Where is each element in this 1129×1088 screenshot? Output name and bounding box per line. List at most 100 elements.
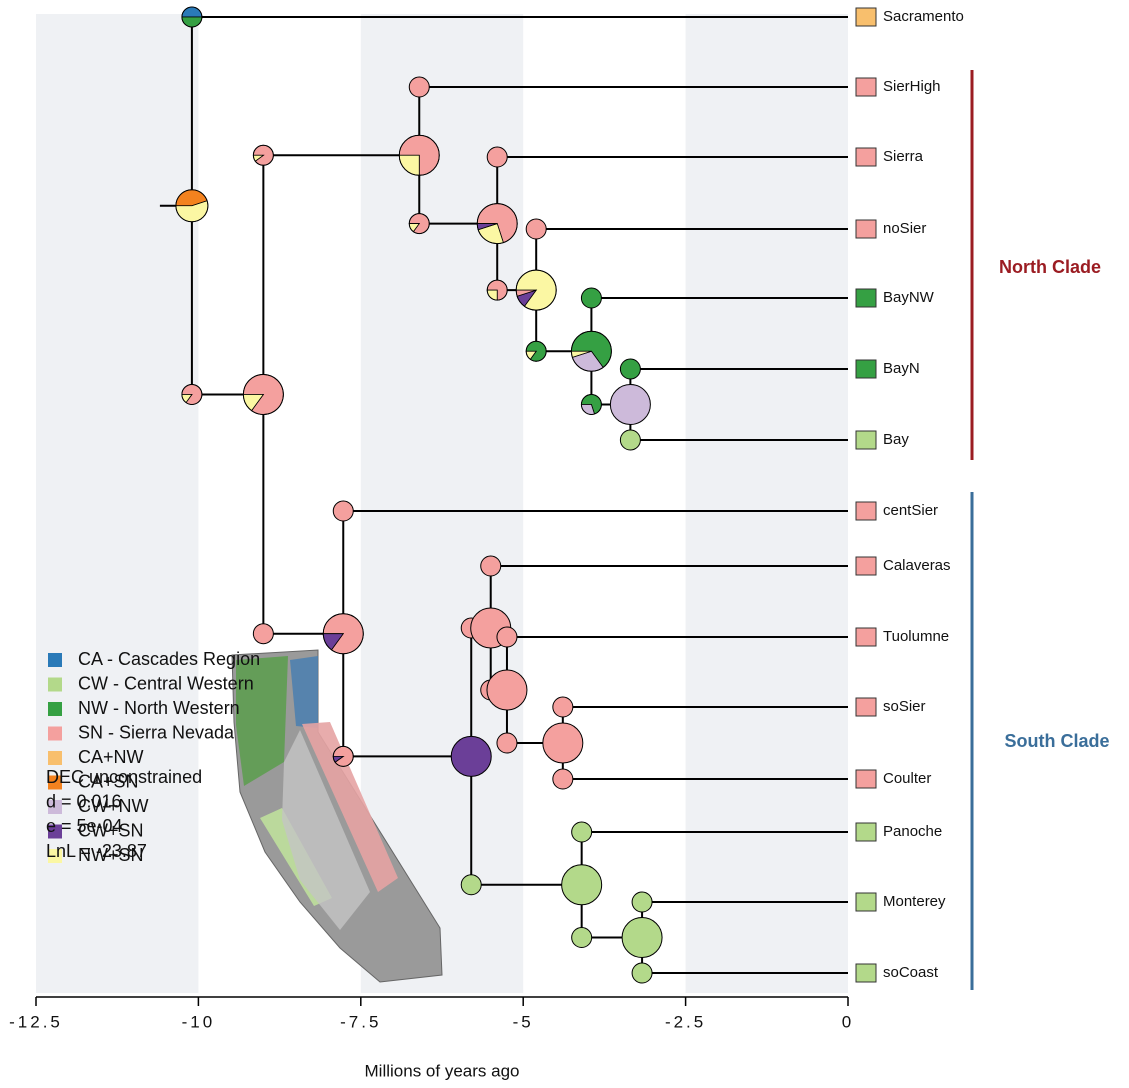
tip-square bbox=[856, 502, 876, 520]
pie bbox=[333, 501, 353, 521]
pie bbox=[572, 928, 592, 948]
pie-slice bbox=[487, 147, 507, 167]
legend-label: NW - North Western bbox=[78, 698, 240, 718]
tip-square bbox=[856, 8, 876, 26]
pie bbox=[399, 135, 439, 175]
tip-square bbox=[856, 360, 876, 378]
pie bbox=[477, 204, 517, 244]
pie-slice bbox=[481, 556, 501, 576]
tip-square bbox=[856, 964, 876, 982]
tip-square bbox=[856, 628, 876, 646]
x-tick-label: -12.5 bbox=[9, 1012, 63, 1031]
pie-slice bbox=[620, 430, 640, 450]
tip-square bbox=[856, 289, 876, 307]
pie bbox=[461, 875, 481, 895]
pie bbox=[620, 359, 640, 379]
pie-slice bbox=[632, 892, 652, 912]
tip-label: soSier bbox=[883, 698, 926, 715]
pie bbox=[487, 670, 527, 710]
pie bbox=[526, 341, 546, 361]
pie-slice bbox=[572, 822, 592, 842]
pie-slice bbox=[543, 723, 583, 763]
pie bbox=[632, 963, 652, 983]
legend-swatch bbox=[48, 751, 62, 765]
pie-slice bbox=[182, 7, 202, 17]
pie bbox=[516, 270, 556, 310]
pie bbox=[487, 280, 507, 300]
pie bbox=[497, 627, 517, 647]
pie-slice bbox=[572, 928, 592, 948]
tip-label: Coulter bbox=[883, 770, 931, 787]
pie-slice bbox=[497, 733, 517, 753]
note: DEC unconstrained bbox=[46, 767, 202, 787]
pie bbox=[610, 385, 650, 425]
background-bands bbox=[36, 14, 848, 993]
tip-square bbox=[856, 893, 876, 911]
band bbox=[686, 14, 848, 993]
tip-label: BayNW bbox=[883, 289, 935, 306]
pie bbox=[497, 733, 517, 753]
pie bbox=[620, 430, 640, 450]
pie bbox=[182, 7, 202, 27]
tip-label: Sacramento bbox=[883, 8, 964, 25]
tip-label: Bay bbox=[883, 431, 909, 448]
pie-slice bbox=[409, 77, 429, 97]
pie bbox=[253, 624, 273, 644]
tip-label: Panoche bbox=[883, 823, 942, 840]
note: d = 0.016 bbox=[46, 791, 122, 811]
tip-label: BayN bbox=[883, 360, 920, 377]
tip-square bbox=[856, 148, 876, 166]
legend-swatch bbox=[48, 727, 62, 741]
legend-label: CA - Cascades Region bbox=[78, 649, 260, 669]
clade-label: South Clade bbox=[1004, 731, 1109, 751]
pie bbox=[572, 822, 592, 842]
tip-square bbox=[856, 770, 876, 788]
tip-label: Tuolumne bbox=[883, 628, 949, 645]
pie bbox=[323, 614, 363, 654]
x-tick-label: -10 bbox=[182, 1012, 216, 1031]
pie-slice bbox=[333, 501, 353, 521]
tip-label: Sierra bbox=[883, 148, 924, 165]
pie-slice bbox=[526, 219, 546, 239]
x-tick-label: -5 bbox=[513, 1012, 534, 1031]
pie bbox=[409, 214, 429, 234]
legend-label: CA+NW bbox=[78, 747, 144, 767]
pie bbox=[182, 384, 202, 404]
pie bbox=[581, 395, 601, 415]
pie bbox=[571, 331, 611, 371]
tip-square bbox=[856, 823, 876, 841]
pie-slice bbox=[632, 963, 652, 983]
pie bbox=[553, 697, 573, 717]
tip-square bbox=[856, 78, 876, 96]
tip-label: Calaveras bbox=[883, 557, 951, 574]
pie bbox=[632, 892, 652, 912]
clade-label: North Clade bbox=[999, 257, 1101, 277]
pie bbox=[176, 190, 208, 222]
x-tick-label: -2.5 bbox=[665, 1012, 706, 1031]
pie bbox=[581, 288, 601, 308]
pie bbox=[253, 145, 273, 165]
pie-slice bbox=[581, 288, 601, 308]
pie bbox=[562, 865, 602, 905]
tip-label: soCoast bbox=[883, 964, 939, 981]
pie bbox=[487, 147, 507, 167]
tip-label: noSier bbox=[883, 220, 926, 237]
pie-slice bbox=[562, 865, 602, 905]
pie-slice bbox=[553, 769, 573, 789]
tip-label: SierHigh bbox=[883, 78, 941, 95]
note: LnL = -23.87 bbox=[46, 841, 147, 861]
legend-swatch bbox=[48, 678, 62, 692]
pie-slice bbox=[497, 627, 517, 647]
pie bbox=[333, 746, 353, 766]
tip-square bbox=[856, 698, 876, 716]
tip-square bbox=[856, 220, 876, 238]
pie-slice bbox=[487, 670, 527, 710]
pie-slice bbox=[461, 875, 481, 895]
pie bbox=[543, 723, 583, 763]
note: e = 5e-04 bbox=[46, 816, 123, 836]
tip-label: centSier bbox=[883, 502, 938, 519]
pie bbox=[553, 769, 573, 789]
figure: Sacramento SierHigh Sierra noSier BayNW BayN B… bbox=[0, 0, 1129, 1088]
pie bbox=[451, 736, 491, 776]
x-axis-label: Millions of years ago bbox=[365, 1061, 520, 1080]
